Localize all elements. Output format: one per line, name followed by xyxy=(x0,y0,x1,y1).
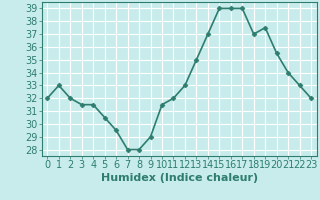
X-axis label: Humidex (Indice chaleur): Humidex (Indice chaleur) xyxy=(100,173,258,183)
